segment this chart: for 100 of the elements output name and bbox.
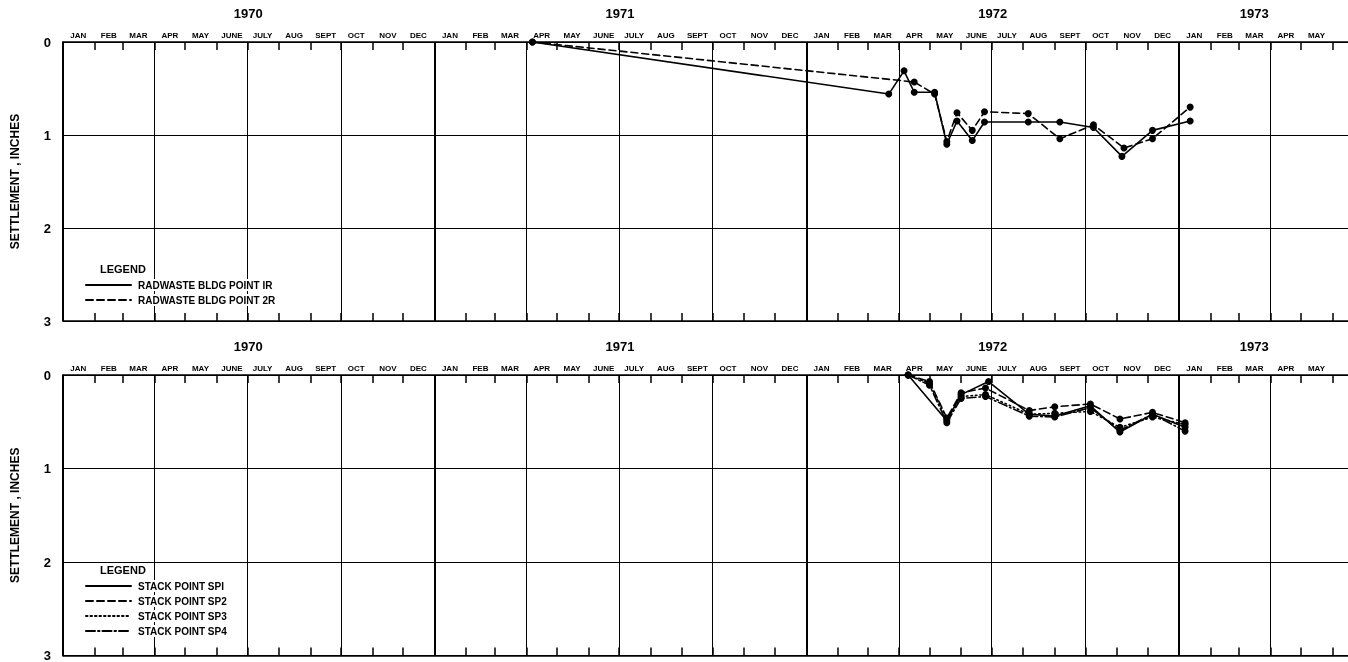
x2-tick-label: 1970 <box>233 339 263 354</box>
x-tick-label: FEB <box>472 30 489 40</box>
x-tick-label: MAY <box>1307 30 1326 40</box>
y-axis-title: SETTLEMENT , INCHES <box>8 447 22 583</box>
x-tick-label: MAR <box>1245 363 1264 373</box>
x-tick-label: APR <box>533 363 551 373</box>
y-tick-label: 3 <box>43 313 51 329</box>
x-tick-label: MAY <box>936 363 954 373</box>
x-tick-label: OCT <box>347 30 365 40</box>
legend-label: RADWASTE BLDG POINT 2R <box>138 294 276 306</box>
x-tick-label: JUNE <box>593 363 616 373</box>
x-tick-label: NOV <box>1123 30 1142 40</box>
x-tick-label: JUNE <box>965 30 988 40</box>
x-tick-label: DEC <box>781 30 799 40</box>
x-tick-label: JULY <box>624 363 645 373</box>
x-tick-label: NOV <box>379 30 398 40</box>
x-tick-label: JUNE <box>221 30 244 40</box>
y-tick-label: 2 <box>43 554 51 570</box>
y-tick-label: 1 <box>43 461 51 476</box>
x-tick-label: SEPT <box>1059 363 1081 373</box>
x-tick-label: FEB <box>844 363 861 373</box>
x2-tick-label: 1971 <box>605 339 635 354</box>
x-tick-label: MAY <box>1307 363 1326 373</box>
x-tick-label: SEPT <box>1059 30 1081 40</box>
x-tick-label: JAN <box>70 363 87 373</box>
x-tick-label: APR <box>905 30 923 40</box>
y-axis-title: SETTLEMENT , INCHES <box>8 113 22 250</box>
x-tick-label: AUG <box>656 363 675 373</box>
legend-label: STACK POINT SP4 <box>138 625 228 637</box>
y-tick-label: 0 <box>43 367 51 383</box>
y-tick-label: 3 <box>43 648 51 662</box>
x-tick-label: MAR <box>500 30 520 40</box>
legend-label: STACK POINT SP3 <box>138 610 228 622</box>
x-tick-label: MAY <box>563 30 582 40</box>
x-tick-label: SEPT <box>686 30 708 40</box>
x-tick-label: FEB <box>844 30 861 40</box>
x-tick-label: APR <box>1277 30 1295 40</box>
x2-tick-label: 1972 <box>978 6 1008 21</box>
x-tick-label: FEB <box>1216 30 1234 40</box>
x-tick-label: FEB <box>1216 363 1234 373</box>
x-tick-label: JUNE <box>593 30 616 40</box>
x-tick-label: APR <box>905 363 923 373</box>
x-tick-label: MAR <box>500 363 520 373</box>
x-tick-label: JUNE <box>221 363 244 373</box>
x-tick-label: DEC <box>781 363 799 373</box>
x-tick-label: OCT <box>719 363 737 373</box>
x-tick-label: APR <box>161 30 179 40</box>
x-tick-label: OCT <box>1092 363 1110 373</box>
x-tick-label: AUG <box>656 30 675 40</box>
x-tick-label: JAN <box>70 30 87 40</box>
x-tick-label: AUG <box>1029 30 1048 40</box>
x-tick-label: APR <box>1277 363 1295 373</box>
x-tick-label: FEB <box>472 363 489 373</box>
x-tick-label: MAY <box>936 30 954 40</box>
x-tick-label: MAR <box>1245 30 1264 40</box>
x-tick-label: MAY <box>191 30 210 40</box>
x-tick-label: JUNE <box>965 363 988 373</box>
y-tick-label: 1 <box>43 127 51 143</box>
x-tick-label: SEPT <box>686 363 708 373</box>
x-tick-label: AUG <box>285 30 304 40</box>
x-tick-label: FEB <box>100 363 118 373</box>
legend-label: STACK POINT SPI <box>138 580 225 592</box>
x-tick-label: DEC <box>1154 30 1172 40</box>
x-tick-label: APR <box>161 363 179 373</box>
x-tick-label: MAY <box>191 363 210 373</box>
x-tick-label: OCT <box>347 363 365 373</box>
x-tick-label: JAN <box>813 30 830 40</box>
x-tick-label: NOV <box>379 363 398 373</box>
x2-tick-label: 1970 <box>233 6 263 21</box>
legend-label: RADWASTE BLDG POINT IR <box>138 279 274 291</box>
x2-tick-label: 1973 <box>1239 6 1269 21</box>
x-tick-label: OCT <box>1092 30 1110 40</box>
x-tick-label: FEB <box>100 30 118 40</box>
x-tick-label: JAN <box>441 363 459 373</box>
x-tick-label: OCT <box>719 30 737 40</box>
legend-title: LEGEND <box>100 563 146 576</box>
y-tick-label: 0 <box>43 34 51 50</box>
x-tick-label: JULY <box>624 30 645 40</box>
x-tick-label: JULY <box>997 30 1018 40</box>
x-tick-label: MAR <box>873 363 892 373</box>
y-tick-label: 2 <box>43 220 51 236</box>
x-tick-label: JAN <box>1186 30 1203 40</box>
x-tick-label: JULY <box>252 30 274 40</box>
x2-tick-label: 1972 <box>978 339 1008 354</box>
x-tick-label: MAR <box>129 363 148 373</box>
x-tick-label: NOV <box>750 30 769 40</box>
x-tick-label: AUG <box>285 363 304 373</box>
legend-label: STACK POINT SP2 <box>138 595 228 607</box>
x-tick-label: DEC <box>409 363 428 373</box>
x-tick-label: APR <box>533 30 551 40</box>
x2-tick-label: 1971 <box>605 6 635 21</box>
x-tick-label: JAN <box>813 363 830 373</box>
x-tick-label: SEPT <box>315 30 337 40</box>
x-tick-label: DEC <box>1154 363 1172 373</box>
x-tick-label: MAR <box>129 30 148 40</box>
x-tick-label: MAR <box>873 30 892 40</box>
x-tick-label: AUG <box>1029 363 1048 373</box>
x-tick-label: SEPT <box>315 363 337 373</box>
x-tick-label: MAY <box>563 363 582 373</box>
x-tick-label: JAN <box>441 30 459 40</box>
